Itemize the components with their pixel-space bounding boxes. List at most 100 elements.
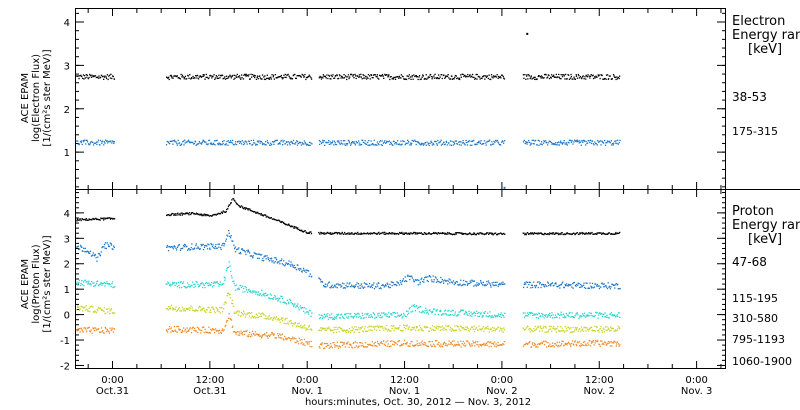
data-point (341, 282, 344, 284)
data-point (603, 328, 605, 330)
data-point (474, 77, 477, 79)
data-point (543, 286, 546, 288)
data-point (281, 139, 283, 141)
data-point (89, 250, 92, 252)
data-point (565, 142, 567, 144)
data-point (263, 143, 265, 145)
data-point (304, 270, 306, 272)
data-point (525, 141, 527, 143)
data-point (360, 76, 362, 78)
data-point (591, 341, 593, 343)
data-point (292, 139, 295, 142)
data-point (554, 316, 556, 319)
data-point (198, 214, 201, 216)
data-point (103, 310, 105, 313)
data-point (471, 140, 473, 143)
data-point (362, 330, 364, 332)
data-point (387, 283, 389, 285)
data-point (591, 315, 593, 317)
data-point (265, 214, 267, 216)
data-point (257, 333, 259, 336)
data-point (491, 342, 493, 345)
data-point (474, 342, 476, 344)
data-point (303, 338, 306, 341)
data-point (495, 343, 497, 345)
data-point (410, 232, 412, 234)
data-point (291, 322, 293, 324)
data-point (499, 315, 501, 318)
data-point (582, 139, 584, 142)
data-point (498, 313, 500, 315)
data-point (604, 342, 607, 344)
data-point (306, 269, 308, 272)
data-point (579, 232, 581, 234)
data-point (568, 284, 570, 286)
data-point (90, 284, 92, 286)
data-point (200, 332, 202, 334)
data-point (310, 77, 312, 79)
data-point (258, 333, 260, 336)
data-point (166, 246, 168, 248)
data-point (82, 139, 85, 142)
data-point (377, 313, 379, 315)
data-point (245, 141, 248, 143)
data-point (535, 316, 538, 319)
data-point (282, 221, 285, 224)
data-point (221, 307, 223, 309)
data-point (535, 232, 538, 234)
data-point (461, 232, 463, 234)
data-point (362, 74, 364, 76)
data-point (616, 314, 618, 316)
data-point (394, 283, 396, 286)
data-point (405, 232, 407, 234)
data-point (188, 248, 190, 250)
data-point (286, 262, 288, 264)
data-point (247, 208, 249, 210)
data-point (365, 143, 367, 145)
data-point (543, 317, 545, 319)
data-point (214, 77, 217, 79)
data-point (243, 312, 246, 314)
data-point (475, 341, 477, 343)
data-point (266, 294, 268, 297)
data-point (326, 344, 329, 347)
data-point (398, 143, 401, 145)
data-point (232, 143, 235, 146)
data-point (190, 305, 192, 307)
data-point (103, 246, 105, 248)
data-point (217, 77, 220, 79)
data-point (544, 314, 546, 316)
data-point (96, 218, 98, 220)
data-point (210, 215, 212, 217)
data-point (501, 141, 503, 143)
data-point (585, 316, 587, 318)
data-point (78, 77, 80, 80)
data-point (284, 142, 286, 145)
data-point (433, 279, 435, 281)
series-proton-115-195 (76, 230, 621, 290)
data-point (595, 233, 597, 235)
data-point (260, 141, 262, 143)
data-point (485, 144, 487, 146)
data-point (305, 231, 307, 233)
data-point (102, 246, 104, 248)
data-point (407, 274, 409, 276)
data-point (492, 75, 495, 77)
data-point (482, 315, 484, 317)
data-point (409, 307, 411, 309)
data-point (603, 286, 605, 288)
data-point (248, 312, 250, 314)
data-point (436, 340, 438, 342)
data-point (302, 267, 305, 270)
data-point (216, 307, 218, 310)
data-point (325, 77, 327, 79)
data-point (598, 331, 600, 333)
data-point (221, 212, 224, 214)
data-point (416, 327, 418, 329)
data-point (501, 330, 503, 332)
data-point (600, 325, 602, 328)
data-point (288, 142, 290, 144)
data-point (331, 233, 333, 235)
data-point (339, 232, 341, 234)
data-point (587, 74, 589, 76)
